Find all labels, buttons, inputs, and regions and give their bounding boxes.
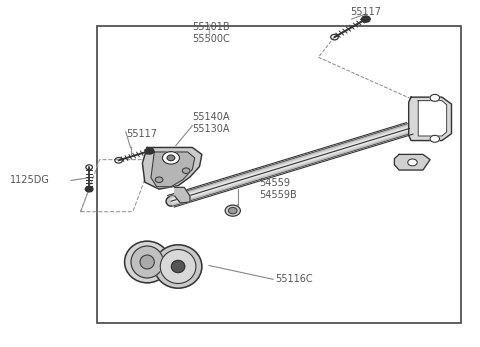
Ellipse shape xyxy=(140,255,154,269)
Ellipse shape xyxy=(160,249,196,283)
Circle shape xyxy=(225,205,240,216)
Text: 55101B
55500C: 55101B 55500C xyxy=(192,22,230,44)
Text: 55117: 55117 xyxy=(126,129,157,138)
Polygon shape xyxy=(175,187,190,203)
Ellipse shape xyxy=(171,260,185,273)
Polygon shape xyxy=(151,152,195,187)
Text: 54559
54559B: 54559 54559B xyxy=(259,178,297,200)
Polygon shape xyxy=(143,147,202,189)
Circle shape xyxy=(430,94,440,101)
Text: 55117: 55117 xyxy=(350,7,382,17)
Ellipse shape xyxy=(131,246,163,278)
Polygon shape xyxy=(408,97,452,141)
Circle shape xyxy=(85,186,93,192)
Circle shape xyxy=(430,135,440,142)
Bar xyxy=(97,26,461,323)
Text: 1125DG: 1125DG xyxy=(10,176,50,185)
Circle shape xyxy=(361,16,370,22)
Text: 55116C: 55116C xyxy=(276,274,313,284)
Ellipse shape xyxy=(154,245,202,288)
Polygon shape xyxy=(418,101,447,136)
Circle shape xyxy=(228,208,237,214)
Ellipse shape xyxy=(125,241,170,283)
Circle shape xyxy=(167,155,175,161)
Text: 55140A
55130A: 55140A 55130A xyxy=(192,112,230,134)
Circle shape xyxy=(155,177,163,183)
Circle shape xyxy=(182,168,190,174)
Circle shape xyxy=(408,159,417,166)
Polygon shape xyxy=(395,154,430,170)
Circle shape xyxy=(145,148,154,154)
Circle shape xyxy=(162,152,180,164)
